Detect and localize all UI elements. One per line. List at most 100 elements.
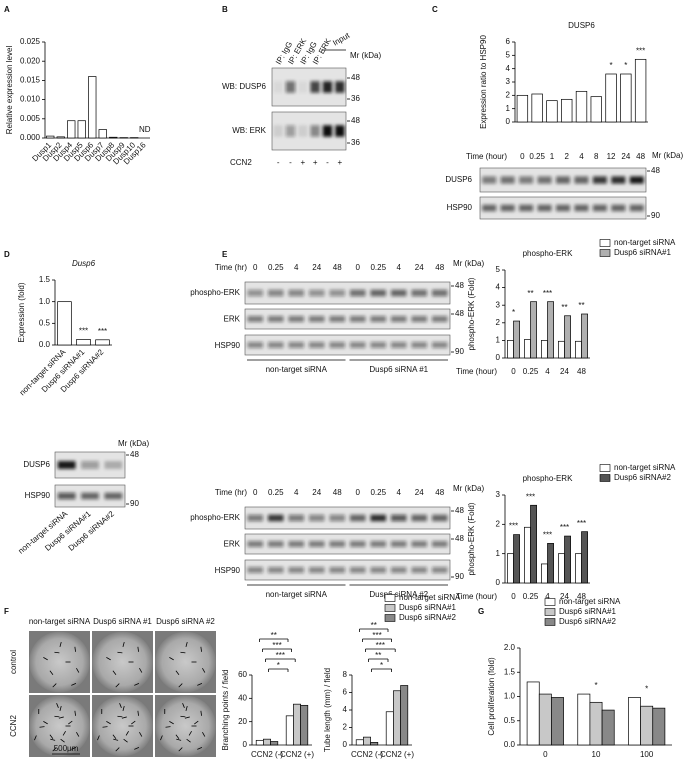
chart-title: phospho-ERK xyxy=(523,474,573,483)
x-axis-label: Time (hour) xyxy=(466,152,507,161)
x-tick-label: 100 xyxy=(640,750,654,759)
significance: ** xyxy=(561,303,567,312)
marker-label: 48 xyxy=(351,116,360,125)
label: 24 xyxy=(415,488,424,497)
blot-band xyxy=(267,289,284,297)
label: Mr (kDa) xyxy=(350,51,381,60)
y-axis-label: phospho-ERK (Fold) xyxy=(467,502,476,575)
significance: *** xyxy=(577,519,586,528)
significance: ** xyxy=(527,289,533,298)
blot-band xyxy=(500,204,515,212)
y-axis-label: Relative expression level xyxy=(5,46,14,135)
blot-band xyxy=(349,567,366,573)
blot-band xyxy=(370,289,387,297)
label: + xyxy=(300,158,305,167)
blot-band xyxy=(370,514,387,522)
legend-swatch xyxy=(599,249,611,257)
x-tick-label: 0.25 xyxy=(523,592,539,601)
marker-label: 90 xyxy=(455,572,464,581)
significance: *** xyxy=(526,492,535,501)
blot-band xyxy=(431,289,448,297)
significance: *** xyxy=(272,641,281,650)
blot-band xyxy=(288,289,305,297)
tube-segment xyxy=(97,735,100,741)
x-tick-label: 24 xyxy=(560,367,569,376)
blot-band xyxy=(349,289,366,297)
blot-band xyxy=(81,461,99,469)
label: Time (hr) xyxy=(215,488,247,497)
x-tick-label: 0.25 xyxy=(529,152,545,161)
y-tick-label: 0.0 xyxy=(504,740,516,749)
significance: *** xyxy=(79,326,88,335)
label: 24 xyxy=(415,263,424,272)
bar xyxy=(285,715,294,746)
bar xyxy=(575,340,582,359)
bar xyxy=(538,693,552,746)
blot-band xyxy=(247,567,264,573)
blot-band xyxy=(247,514,264,522)
y-tick-label: 0.000 xyxy=(20,133,41,142)
bar xyxy=(77,120,86,139)
bar xyxy=(526,681,540,746)
x-tick-label: 2 xyxy=(564,152,569,161)
y-tick-label: 1 xyxy=(506,104,511,113)
label: HSP90 xyxy=(215,341,241,350)
y-tick-label: 0.005 xyxy=(20,114,41,123)
x-tick-label: 48 xyxy=(636,152,645,161)
blot-band xyxy=(411,316,428,322)
bar xyxy=(513,320,520,359)
bar xyxy=(620,73,632,123)
bar xyxy=(530,301,537,359)
tube-segment xyxy=(137,710,139,716)
tube-segment xyxy=(34,735,37,741)
blot-band xyxy=(390,316,407,322)
bar xyxy=(589,701,603,746)
label: 48 xyxy=(333,263,342,272)
bar xyxy=(370,742,379,746)
significance: *** xyxy=(543,531,552,540)
tube-segment xyxy=(68,720,73,725)
blot-band xyxy=(247,541,264,547)
tube-segment xyxy=(131,720,136,725)
label: control xyxy=(9,650,18,674)
bar xyxy=(531,93,543,123)
x-tick-label: CCN2 (-) xyxy=(351,750,383,759)
legend-swatch xyxy=(384,594,396,602)
bar xyxy=(590,96,602,123)
y-axis-label: Branching points / field xyxy=(221,670,230,751)
tube-segment xyxy=(197,683,203,686)
significance: * xyxy=(624,61,627,70)
y-tick-label: 4 xyxy=(343,705,348,714)
label: phospho-ERK xyxy=(190,288,240,297)
tube-segment xyxy=(180,715,186,718)
blot-band xyxy=(431,514,448,522)
bar xyxy=(564,535,571,584)
label: 4 xyxy=(397,263,402,272)
blot-band xyxy=(390,289,407,297)
y-tick-label: 1.5 xyxy=(39,275,51,284)
tube-segment xyxy=(202,667,206,673)
tube-segment xyxy=(43,657,48,661)
blot-phospho-erk xyxy=(244,506,451,530)
blot-band xyxy=(537,204,552,212)
label: 0 xyxy=(356,488,361,497)
tube-segment xyxy=(180,651,186,654)
label: Mr (kDa) xyxy=(652,151,683,160)
tube-segment xyxy=(185,705,188,712)
y-tick-label: 2.0 xyxy=(504,643,516,652)
blot-band xyxy=(273,81,283,93)
blot-band xyxy=(81,492,99,500)
y-tick-label: 0.020 xyxy=(20,56,41,65)
x-tick-label: 48 xyxy=(577,592,586,601)
label: + xyxy=(337,158,342,167)
y-tick-label: 3 xyxy=(496,490,501,499)
x-tick-label: 1 xyxy=(550,152,555,161)
bar xyxy=(575,553,582,584)
blot-band xyxy=(308,514,325,522)
bar xyxy=(400,685,409,746)
tube-segment xyxy=(182,703,185,708)
tube-segment xyxy=(160,735,163,741)
label: 0 xyxy=(356,263,361,272)
blot-hsp90 xyxy=(244,334,451,356)
